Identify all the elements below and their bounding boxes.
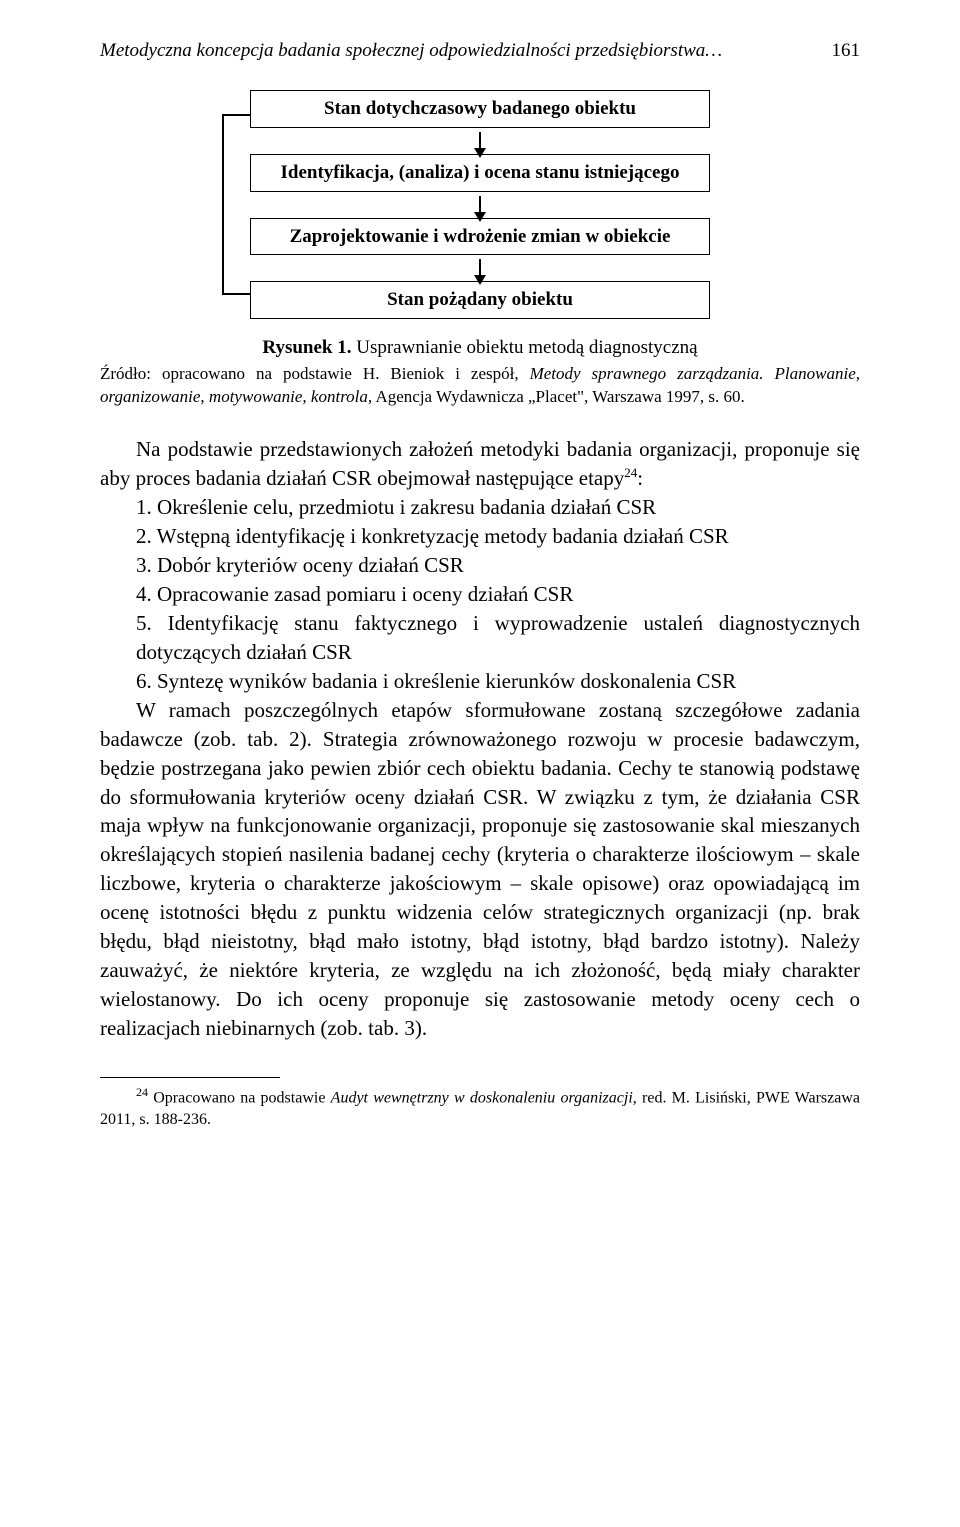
footnote-ref-24: 24	[624, 465, 637, 480]
footnote-italic: Audyt wewnętrzny w doskonaleniu organiza…	[331, 1090, 633, 1107]
flowchart-box-2: Identyfikacja, (analiza) i ocena stanu i…	[250, 154, 710, 192]
flowchart-tick	[222, 293, 250, 295]
figure-source: Źródło: opracowano na podstawie H. Bieni…	[100, 363, 860, 409]
paragraph-2: W ramach poszczególnych etapów sformułow…	[100, 696, 860, 1044]
flowchart-box-4: Stan pożądany obiektu	[250, 281, 710, 319]
para1-text-a: Na podstawie przedstawionych założeń met…	[100, 437, 860, 490]
list-item-6: 6. Syntezę wyników badania i określenie …	[100, 667, 860, 696]
footnote-text-a: Opracowano na podstawie	[148, 1090, 331, 1107]
list-item-4: 4. Opracowanie zasad pomiaru i oceny dzi…	[100, 580, 860, 609]
para2-text: W ramach poszczególnych etapów sformułow…	[100, 698, 860, 1041]
flowchart-tick	[222, 114, 250, 116]
flowchart-side-line	[222, 114, 224, 295]
para1-text-b: :	[637, 466, 643, 490]
paragraph-1: Na podstawie przedstawionych założeń met…	[100, 435, 860, 493]
source-prefix: Źródło: opracowano na podstawie H. Bieni…	[100, 364, 530, 383]
running-title: Metodyczna koncepcja badania społecznej …	[100, 40, 722, 62]
source-suffix: Agencja Wydawnicza „Placet", Warszawa 19…	[372, 387, 745, 406]
flowchart-diagram: Stan dotychczasowy badanego obiektu Iden…	[100, 90, 860, 319]
list-item-2: 2. Wstępną identyfikację i konkretyzację…	[100, 522, 860, 551]
footnote-number: 24	[100, 1085, 148, 1099]
figure-title: Usprawnianie obiektu metodą diagnostyczn…	[356, 337, 697, 358]
flowchart-box-1: Stan dotychczasowy badanego obiektu	[250, 90, 710, 128]
flowchart-box-3: Zaprojektowanie i wdrożenie zmian w obie…	[250, 218, 710, 256]
list-item-5: 5. Identyfikację stanu faktycznego i wyp…	[100, 609, 860, 667]
figure-caption: Rysunek 1. Usprawnianie obiektu metodą d…	[100, 337, 860, 359]
list-item-3: 3. Dobór kryteriów oceny działań CSR	[100, 551, 860, 580]
list-item-1: 1. Określenie celu, przedmiotu i zakresu…	[100, 493, 860, 522]
figure-label: Rysunek 1.	[262, 337, 351, 358]
footnote-24: 24 Opracowano na podstawie Audyt wewnętr…	[100, 1084, 860, 1131]
running-header: Metodyczna koncepcja badania społecznej …	[100, 40, 860, 62]
footnote-rule	[100, 1077, 280, 1078]
page-number: 161	[832, 40, 861, 62]
